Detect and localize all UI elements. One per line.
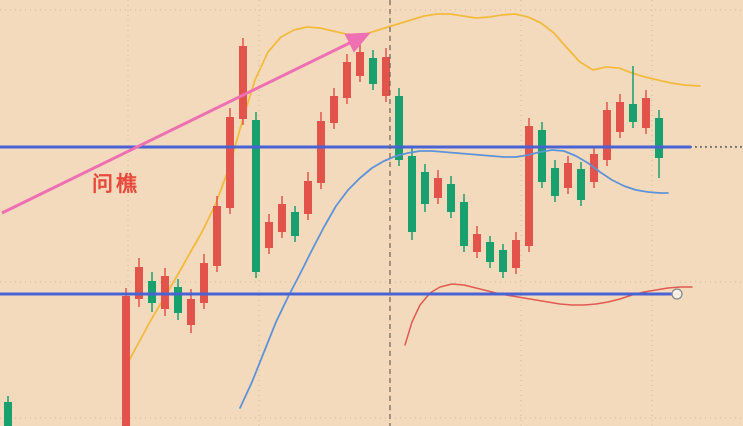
candle (213, 196, 221, 272)
candle (499, 244, 507, 278)
candle (239, 38, 247, 125)
candle (265, 214, 273, 254)
candle (642, 90, 650, 134)
candle (369, 50, 377, 90)
candle-body (265, 222, 273, 248)
candle-body (616, 102, 624, 132)
candle-body (603, 110, 611, 160)
candle (330, 88, 338, 129)
candle-body (460, 202, 468, 246)
candle-body (564, 163, 572, 188)
candle (278, 196, 286, 238)
candle (447, 176, 455, 218)
candle-body (421, 172, 429, 204)
candle (291, 206, 299, 242)
candle (252, 112, 260, 278)
candle (421, 164, 429, 212)
candle (187, 289, 195, 333)
candle-body (200, 263, 208, 303)
ma-layer (239, 149, 669, 409)
candle-body (122, 296, 130, 426)
candle (577, 162, 585, 206)
candle (343, 54, 351, 104)
candle (512, 232, 520, 274)
candle (551, 160, 559, 202)
candle-body (538, 130, 546, 182)
candle-body (551, 168, 559, 196)
candle (629, 66, 637, 128)
mid-ma-line (239, 149, 669, 409)
candle (564, 156, 572, 194)
candle (434, 170, 442, 204)
candle-body (434, 178, 442, 198)
candle-body (291, 212, 299, 236)
candle (460, 194, 468, 252)
candle (473, 226, 481, 258)
candle-body (512, 240, 520, 268)
candle (382, 48, 390, 102)
candle (174, 279, 182, 320)
candles-layer (4, 38, 663, 426)
candle-body (369, 58, 377, 84)
line-drag-handle[interactable] (671, 288, 683, 300)
candle-body (213, 206, 221, 266)
candle-body (642, 98, 650, 128)
candle (603, 102, 611, 166)
upper-band-line (124, 13, 701, 369)
candle-body (525, 126, 533, 246)
candle-body (577, 169, 585, 200)
candle (486, 236, 494, 268)
candle-body (655, 118, 663, 158)
candle (395, 88, 403, 166)
candle (135, 258, 143, 307)
candle-body (356, 52, 364, 76)
candle (161, 268, 169, 316)
candle (356, 44, 364, 82)
candle-body (187, 299, 195, 325)
candle (538, 122, 546, 188)
candle-body (330, 96, 338, 123)
candle-body (174, 287, 182, 313)
candle-body (317, 121, 325, 183)
candle-body (226, 117, 234, 208)
candle-body (486, 242, 494, 262)
candle-body (148, 281, 156, 303)
candle-body (343, 62, 351, 98)
candle-body (408, 156, 416, 232)
candle-body (447, 184, 455, 212)
candle-body (629, 104, 637, 122)
candle (525, 118, 533, 252)
candle-body (4, 402, 12, 426)
candle (616, 94, 624, 138)
candle (200, 254, 208, 309)
candle-body (239, 46, 247, 119)
candle-body (304, 181, 312, 214)
candle (4, 396, 12, 426)
candle (317, 112, 325, 189)
candle (148, 272, 156, 312)
candle (122, 288, 130, 426)
trend-arrow[interactable] (1, 32, 371, 215)
candle (408, 148, 416, 240)
candle (304, 172, 312, 220)
candle-body (382, 57, 390, 96)
candle-body (473, 234, 481, 252)
candle-body (395, 96, 403, 160)
candle-body (252, 120, 260, 272)
candle (226, 108, 234, 214)
chart-annotation-text[interactable]: 问樵 (92, 173, 140, 196)
candle-body (135, 267, 143, 299)
candle (655, 110, 663, 178)
candle-body (278, 204, 286, 232)
candle-body (499, 250, 507, 272)
